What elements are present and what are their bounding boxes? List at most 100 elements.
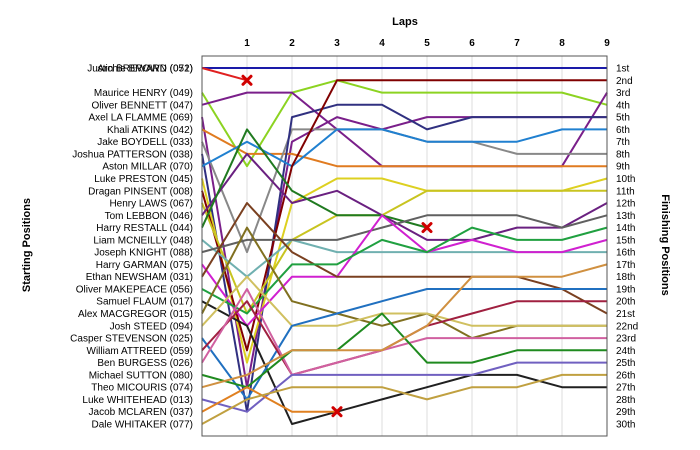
start-label-18: Ethan NEWSHAM (031) [86,272,193,283]
x-tick-lap-9: 9 [604,38,610,49]
start-label-12: Henry LAWS (067) [109,199,193,210]
finish-label-5: 5th [616,113,630,124]
start-label-9: Aston MILLAR (070) [102,162,193,173]
y-axis-label-left: Starting Positions [21,198,33,292]
series-lines [201,67,608,425]
series-line-aston-millar-070 [201,128,607,168]
chart-title: Laps [392,16,418,28]
series-line-dale-whitaker-077 [201,373,607,425]
start-label-28: Luke WHITEHEAD (013) [82,395,193,406]
series-line-harry-restall-044 [201,128,428,229]
series-line-ethan-newsham-031 [201,202,608,315]
x-tick-labels: 1 2 3 4 5 6 7 8 9 [244,38,610,49]
series-line-luke-preston-045 [201,177,608,364]
start-label-10: Luke PRESTON (045) [94,174,193,185]
start-label-23: Casper STEVENSON (025) [70,334,193,345]
finish-label-4: 4th [616,100,630,111]
start-label-26: Michael SUTTON (080) [89,370,193,381]
series-line-oliver-bennett-047 [201,91,608,168]
retirement-markers [241,74,433,418]
start-label-8: Joshua PATTERSON (038) [72,149,193,160]
finish-label-1: 1st [616,64,630,75]
start-label-24: William ATTREED (059) [87,346,194,357]
x-tick-lap-5: 5 [424,38,430,49]
plot-frame [201,55,608,437]
series-line-henry-laws-067 [201,189,607,315]
x-tick-lap-1: 1 [244,38,250,49]
finish-label-14: 14th [616,223,635,234]
finish-label-22: 22nd [616,321,638,332]
y-axis-label-right: Finishing Positions [659,194,671,295]
start-label-29: Jacob MCLAREN (037) [89,407,193,418]
start-label-11: Dragan PINSENT (008) [88,186,193,197]
finish-label-29: 29th [616,407,635,418]
finish-label-8: 8th [616,149,630,160]
series-line-jacob-mclaren-037 [201,386,337,413]
start-label-2: Archie BROWN (072) [97,64,193,75]
finish-label-11: 11th [616,186,635,197]
x-tick-lap-8: 8 [559,38,565,49]
start-label-27: Theo MICOURIS (074) [91,383,193,394]
start-label-20: Samuel FLAUM (017) [96,297,193,308]
finish-label-28: 28th [616,395,635,406]
finish-label-13: 13th [616,211,635,222]
finish-label-18: 18th [616,272,635,283]
series-line-luke-whitehead-013 [201,361,607,413]
retired-marker-13 [421,222,433,234]
start-label-5: Axel LA FLAMME (069) [89,113,193,124]
start-label-3: Maurice HENRY (049) [94,88,193,99]
start-label-21: Alex MACGREGOR (015) [78,309,193,320]
finish-label-24: 24th [616,346,635,357]
start-label-6: Khali ATKINS (042) [107,125,193,136]
finish-label-23: 23rd [616,334,636,345]
start-label-1: Justin BREWARD (051) [87,64,193,75]
series-line-tom-lebbon-046 [201,152,608,241]
series-line-oliver-makepeace-056 [201,226,608,315]
finish-label-2: 2nd [616,76,633,87]
finish-label-3: 3rd [616,88,630,99]
start-label-19: Oliver MAKEPEACE (056) [76,284,193,295]
finish-label-12: 12th [616,199,635,210]
series-line-ben-burgess-026 [201,288,607,376]
start-label-16: Joseph KNIGHT (088) [94,248,193,259]
series-line-josh-steed-094 [201,275,607,327]
retired-marker-28 [331,406,343,418]
start-label-30: Dale WHITAKER (077) [91,420,193,431]
series-line-harry-garman-075 [201,214,608,327]
retired-marker-1 [241,74,253,86]
finish-label-6: 6th [616,125,630,136]
finish-label-15: 15th [616,235,635,246]
finishing-position-labels: 1st2nd3rd4th5th6th7th8th9th10th11th12th1… [616,64,638,431]
finish-label-26: 26th [616,370,635,381]
start-label-13: Tom LEBBON (046) [105,211,193,222]
start-label-14: Harry RESTALL (044) [96,223,193,234]
x-tick-lap-3: 3 [334,38,340,49]
finish-label-30: 30th [616,420,635,431]
x-tick-lap-2: 2 [289,38,295,49]
finish-label-21: 21st [616,309,635,320]
finish-label-9: 9th [616,162,630,173]
start-label-4: Oliver BENNETT (047) [91,100,193,111]
start-label-17: Harry GARMAN (075) [96,260,193,271]
series-line-michael-sutton-080 [201,312,607,389]
finish-label-27: 27th [616,383,635,394]
finish-label-16: 16th [616,248,635,259]
finish-label-20: 20th [616,297,635,308]
finish-label-7: 7th [616,137,630,148]
start-label-22: Josh STEED (094) [110,321,193,332]
x-tick-lap-4: 4 [379,38,385,49]
starting-position-labels: Justin BREWARD (051)Archie BROWN (072) Ma… [70,64,193,431]
start-label-15: Liam MCNEILLY (048) [93,235,193,246]
series-line-archie-brown-072 [201,67,248,82]
grid [246,56,608,436]
finish-label-17: 17th [616,260,635,271]
x-tick-lap-7: 7 [514,38,520,49]
finish-label-19: 19th [616,284,635,295]
finish-label-25: 25th [616,358,635,369]
finish-label-10: 10th [616,174,635,185]
start-label-25: Ben BURGESS (026) [97,358,193,369]
series-line-maurice-henry-049 [201,79,608,168]
series-line-theo-micouris-074 [201,263,608,389]
start-label-7: Jake BOYDELL (033) [97,137,193,148]
